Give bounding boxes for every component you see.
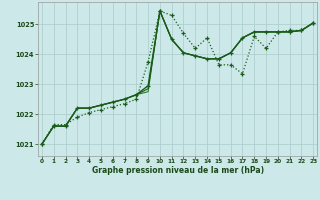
X-axis label: Graphe pression niveau de la mer (hPa): Graphe pression niveau de la mer (hPa) <box>92 166 264 175</box>
